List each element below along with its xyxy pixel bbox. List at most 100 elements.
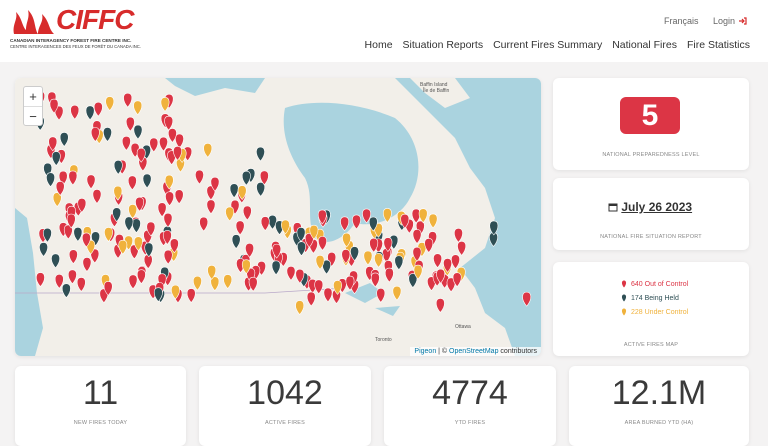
fire-pin[interactable] <box>127 175 137 191</box>
fire-pin[interactable] <box>167 128 177 143</box>
fire-pin[interactable] <box>133 124 143 140</box>
fire-pin[interactable] <box>309 224 319 240</box>
fire-pin[interactable] <box>306 291 316 307</box>
fire-pin[interactable] <box>124 216 134 232</box>
fire-pin[interactable] <box>295 300 305 316</box>
login-link[interactable]: Login <box>713 16 747 26</box>
nav-link[interactable]: Situation Reports <box>402 39 484 51</box>
fire-pin[interactable] <box>400 213 410 229</box>
fire-pin[interactable] <box>85 105 95 121</box>
fire-pin[interactable] <box>256 182 266 197</box>
fire-pin[interactable] <box>394 255 404 271</box>
fire-pin[interactable] <box>164 115 174 131</box>
nav-link[interactable]: Current Fires Summary <box>493 39 603 51</box>
fire-pin[interactable] <box>206 185 216 201</box>
fire-pin[interactable] <box>370 272 380 288</box>
fire-pin[interactable] <box>82 257 92 272</box>
fire-pin[interactable] <box>242 205 252 221</box>
fire-pin[interactable] <box>428 213 438 229</box>
fire-pin[interactable] <box>54 274 64 289</box>
fire-pin[interactable] <box>333 280 342 295</box>
fire-pin[interactable] <box>81 232 91 248</box>
fire-pin[interactable] <box>93 101 103 117</box>
fire-pin[interactable] <box>135 196 145 212</box>
fire-pin[interactable] <box>113 185 123 201</box>
fire-pin[interactable] <box>286 265 296 281</box>
fire-pin[interactable] <box>159 136 168 152</box>
fire-pin[interactable] <box>295 268 305 284</box>
fire-pin[interactable] <box>118 239 128 255</box>
fire-pin[interactable] <box>160 97 170 112</box>
fire-pin[interactable] <box>68 170 78 186</box>
fire-pin[interactable] <box>374 253 383 268</box>
zoom-out[interactable]: − <box>29 109 37 124</box>
fire-pin[interactable] <box>195 169 204 185</box>
fire-pin[interactable] <box>362 208 372 224</box>
fire-pin[interactable] <box>317 209 327 225</box>
fire-pin[interactable] <box>280 219 290 235</box>
fire-pin[interactable] <box>112 207 122 223</box>
fire-pin[interactable] <box>304 232 314 248</box>
fire-pin[interactable] <box>153 287 163 303</box>
fire-pin[interactable] <box>392 285 402 301</box>
osm-link[interactable]: OpenStreetMap <box>449 348 499 355</box>
fire-pin[interactable] <box>384 267 394 283</box>
fire-pin[interactable] <box>52 192 62 208</box>
fire-pin[interactable] <box>340 216 350 232</box>
fire-pin[interactable] <box>522 291 532 307</box>
fire-pin[interactable] <box>199 216 209 232</box>
fire-pin[interactable] <box>412 229 422 244</box>
fire-pin[interactable] <box>149 137 159 153</box>
fire-pin[interactable] <box>77 198 87 213</box>
fire-pin[interactable] <box>413 264 423 280</box>
fire-pin[interactable] <box>193 275 202 291</box>
fire-pin[interactable] <box>207 265 217 280</box>
fire-pin[interactable] <box>144 242 154 258</box>
fire-pin[interactable] <box>66 213 76 229</box>
fire-pin[interactable] <box>315 255 325 270</box>
fire-pin[interactable] <box>174 189 184 205</box>
fire-pin[interactable] <box>123 92 133 108</box>
fire-pin[interactable] <box>369 237 379 253</box>
fire-pin[interactable] <box>103 127 112 142</box>
fire-pin[interactable] <box>231 234 241 250</box>
fire-pin[interactable] <box>235 220 245 236</box>
attribution-link[interactable]: Pigeon <box>414 348 437 355</box>
fire-pin[interactable] <box>322 259 331 275</box>
fire-pin[interactable] <box>350 246 359 262</box>
language-link[interactable]: Français <box>664 16 699 26</box>
fire-pin[interactable] <box>260 216 270 232</box>
fire-pin[interactable] <box>248 276 258 292</box>
fire-pin[interactable] <box>104 227 113 242</box>
fire-pin[interactable] <box>446 277 456 293</box>
fire-pin[interactable] <box>157 202 167 218</box>
fire-pin[interactable] <box>451 254 460 270</box>
fire-pin[interactable] <box>368 216 378 232</box>
fire-pin[interactable] <box>206 199 216 215</box>
fire-pin[interactable] <box>90 127 100 142</box>
fire-pin[interactable] <box>42 227 52 243</box>
fire-pin[interactable] <box>341 249 351 264</box>
fire-pin[interactable] <box>489 220 499 236</box>
fire-pin[interactable] <box>105 96 115 112</box>
fire-pin[interactable] <box>296 227 306 242</box>
fire-pin[interactable] <box>408 273 418 289</box>
fire-pin[interactable] <box>169 238 179 254</box>
fire-pin[interactable] <box>363 250 373 266</box>
fire-pin[interactable] <box>435 298 445 313</box>
fire-pin[interactable] <box>146 221 156 237</box>
fire-pin[interactable] <box>51 253 60 269</box>
fire-pin[interactable] <box>376 288 386 303</box>
fire-pin[interactable] <box>173 146 182 161</box>
fire-pin[interactable] <box>352 214 361 230</box>
fire-pin[interactable] <box>55 181 65 196</box>
fire-pin[interactable] <box>314 279 324 295</box>
fire-pin[interactable] <box>51 151 61 166</box>
fire-pin[interactable] <box>76 277 86 292</box>
fire-pin[interactable] <box>229 183 239 199</box>
fire-pin[interactable] <box>271 260 281 276</box>
fire-pin[interactable] <box>125 116 135 132</box>
fire-pin[interactable] <box>382 208 392 223</box>
fire-pin[interactable] <box>345 275 355 291</box>
fire-pin[interactable] <box>73 227 83 242</box>
